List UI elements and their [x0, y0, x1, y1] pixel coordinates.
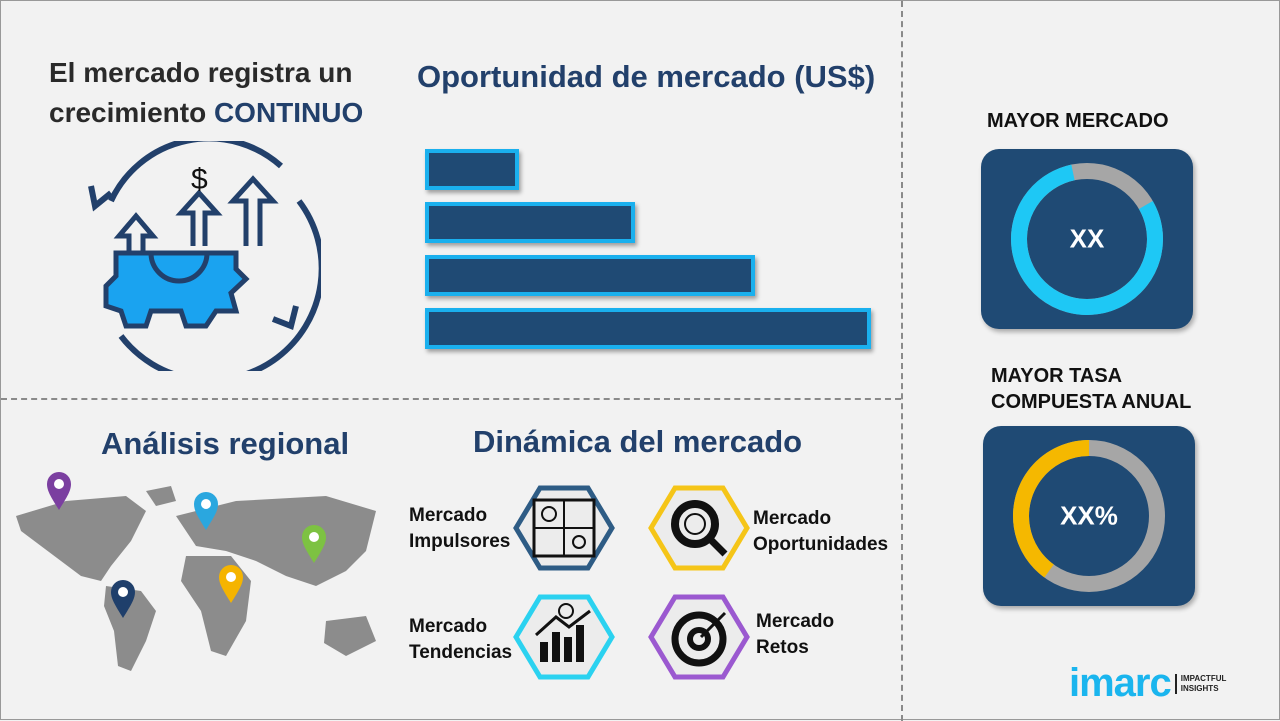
- dynamics-label: Mercado Tendencias: [409, 614, 512, 666]
- dynamics-label-line2: Tendencias: [409, 642, 513, 663]
- dynamics-label: Mercado Impulsores: [409, 503, 510, 555]
- logo-brand: imarc: [1069, 661, 1172, 705]
- magnifier-dollar-icon: [671, 500, 728, 557]
- highest-cagr-card: XX%: [983, 426, 1195, 606]
- location-pin-icon: [47, 472, 71, 510]
- highest-cagr-value: XX%: [1060, 500, 1118, 531]
- puzzle-icon: [532, 498, 596, 558]
- dynamics-label-line2: Oportunidades: [753, 534, 889, 555]
- target-icon: [671, 611, 727, 667]
- largest-market-value: XX: [1069, 223, 1105, 254]
- opportunity-bar: [425, 308, 871, 349]
- dynamics-label-line1: Mercado: [409, 616, 488, 637]
- cagr-label-line1: MAYOR TASA: [991, 365, 1123, 387]
- dynamics-label: Mercado Oportunidades: [753, 506, 888, 558]
- imarc-logo: imarc IMPACTFUL INSIGHTS: [1069, 661, 1226, 706]
- dynamics-label-line1: Mercado: [409, 505, 488, 526]
- dynamics-title: Dinámica del mercado: [473, 424, 803, 459]
- opportunity-bar: [425, 149, 519, 190]
- dynamics-label-line1: Mercado: [753, 508, 832, 529]
- donut-fill: [1011, 163, 1163, 315]
- dynamics-hexagon: [648, 594, 750, 680]
- largest-market-card: XX: [981, 149, 1193, 329]
- opportunity-title: Oportunidad de mercado (US$): [417, 59, 876, 94]
- highest-cagr-label: MAYOR TASA COMPUESTA ANUAL: [991, 363, 1191, 415]
- logo-tagline: IMPACTFUL INSIGHTS: [1174, 673, 1227, 694]
- dynamics-label-line2: Impulsores: [409, 531, 511, 552]
- world-map: [16, 486, 376, 671]
- headline-accent: CONTINUO: [213, 97, 364, 128]
- dynamics-hexagon: [513, 594, 615, 680]
- growth-chart-icon: [534, 603, 591, 662]
- location-pin-icon: [219, 565, 243, 603]
- dynamics-label-line2: Retos: [756, 637, 809, 658]
- headline-line2: crecimiento: [49, 97, 207, 128]
- largest-market-donut: [1011, 163, 1163, 315]
- largest-market-label: MAYOR MERCADO: [987, 110, 1169, 132]
- location-pin-icon: [111, 580, 135, 618]
- headline-line1: El mercado registra un: [49, 57, 353, 88]
- vertical-divider: [901, 1, 903, 721]
- tagline-1: IMPACTFUL: [1180, 673, 1227, 683]
- opportunity-bar: [425, 202, 635, 243]
- cagr-label-line2: COMPUESTA ANUAL: [991, 391, 1192, 413]
- dynamics-hexagon: [648, 485, 750, 571]
- growth-headline: El mercado registra un crecimiento CONTI…: [49, 53, 363, 133]
- dynamics-label-line1: Mercado: [756, 611, 835, 632]
- location-pin-icon: [302, 525, 326, 563]
- svg-text:$: $: [191, 163, 208, 196]
- horizontal-divider: [1, 398, 901, 400]
- regional-title: Análisis regional: [101, 426, 350, 461]
- location-pin-icon: [194, 492, 218, 530]
- dynamics-label: Mercado Retos: [756, 609, 834, 661]
- opportunity-bar: [425, 255, 756, 296]
- dynamics-hexagon: [513, 485, 615, 571]
- tagline-2: INSIGHTS: [1180, 683, 1219, 693]
- growth-gear-icon: $: [88, 141, 321, 371]
- highest-cagr-donut: [1013, 440, 1165, 592]
